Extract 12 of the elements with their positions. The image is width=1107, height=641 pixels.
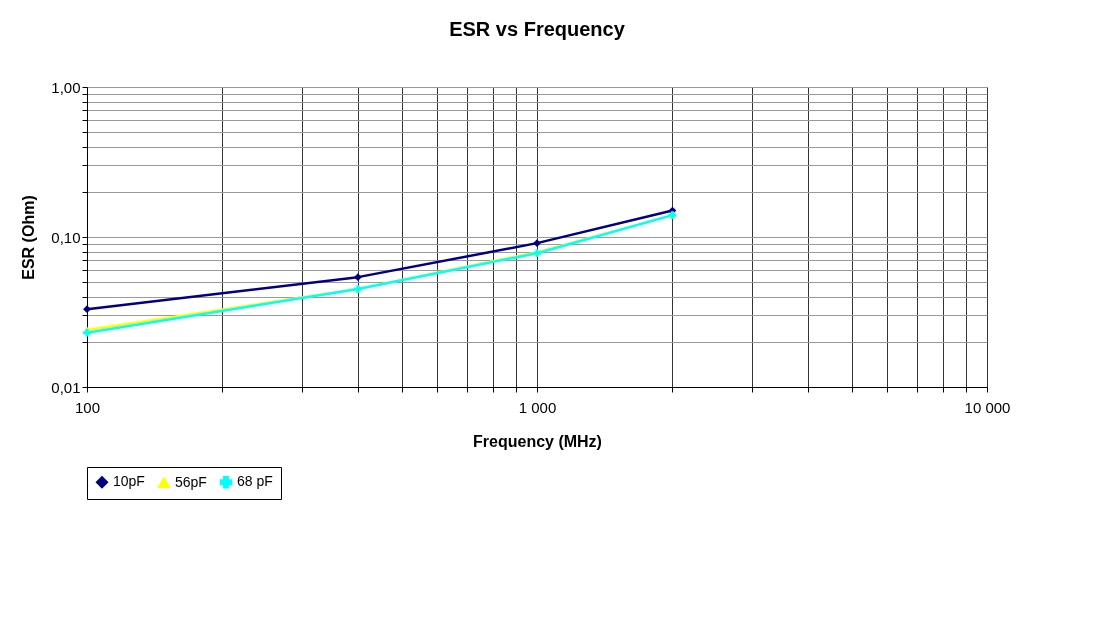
x-tick-label: 1 000	[518, 398, 557, 416]
x-axis-title: Frequency (MHz)	[473, 432, 602, 450]
y-tick-label: 0,01	[51, 378, 81, 396]
y-axis-title: ESR (Ohm)	[20, 195, 38, 280]
x-tick-label: 10 000	[964, 398, 1011, 416]
y-tick-label: 1,00	[51, 78, 81, 96]
legend-label: 10pF	[113, 473, 145, 490]
y-tick-label: 0,10	[51, 228, 81, 246]
x-tick-label: 100	[74, 398, 101, 416]
chart-title: ESR vs Frequency	[449, 18, 626, 40]
legend-label: 56pF	[175, 473, 207, 490]
legend-label: 68 pF	[237, 473, 273, 490]
